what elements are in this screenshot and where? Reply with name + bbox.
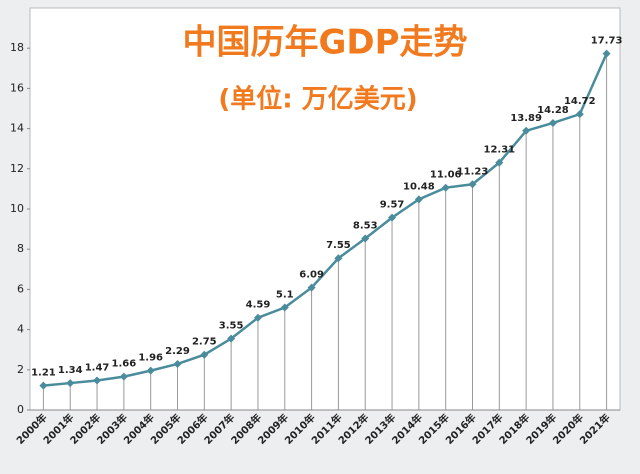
value-label: 5.1: [276, 289, 294, 300]
x-tick-label: 2021年: [577, 411, 613, 447]
marker: [334, 254, 343, 263]
y-tick-label: 4: [17, 323, 24, 336]
value-label: 1.21: [31, 368, 56, 379]
y-tick-label: 6: [17, 282, 24, 295]
marker: [388, 213, 397, 222]
marker: [307, 283, 316, 292]
chart-subtitle: (单位: 万亿美元): [218, 84, 417, 115]
data-line: [43, 53, 608, 387]
marker: [414, 195, 423, 204]
marker: [173, 359, 182, 368]
marker: [468, 180, 477, 189]
y-tick-label: 0: [17, 403, 24, 416]
y-tick-label: 14: [10, 122, 24, 135]
y-tick-label: 2: [17, 363, 24, 376]
value-label: 3.55: [219, 321, 244, 332]
value-label: 1.34: [58, 365, 83, 376]
marker: [200, 350, 209, 359]
marker: [495, 158, 504, 167]
marker: [280, 303, 289, 312]
chart-title: 中国历年GDP走势: [182, 23, 467, 63]
marker: [361, 234, 370, 243]
y-tick-label: 18: [10, 41, 24, 54]
y-tick-label: 12: [10, 162, 24, 175]
value-label: 17.73: [591, 36, 623, 47]
value-label: 10.48: [403, 181, 435, 192]
marker: [602, 49, 611, 58]
value-label: 11.06: [430, 170, 462, 181]
marker: [119, 372, 128, 381]
value-label: 1.96: [138, 353, 163, 364]
value-label: 1.47: [85, 362, 110, 373]
marker: [66, 379, 75, 388]
marker: [522, 126, 531, 135]
marker: [39, 381, 48, 390]
y-tick-label: 8: [17, 242, 24, 255]
value-label: 4.59: [246, 300, 271, 311]
value-label: 14.72: [564, 96, 596, 107]
marker: [146, 366, 155, 375]
value-label: 8.53: [353, 221, 378, 232]
value-label: 2.75: [192, 337, 217, 348]
value-label: 1.66: [112, 359, 137, 370]
value-label: 11.23: [457, 166, 489, 177]
value-label: 9.57: [380, 200, 405, 211]
marker: [441, 183, 450, 192]
value-label: 12.31: [483, 145, 515, 156]
plot-area: [29, 7, 621, 411]
y-tick-label: 16: [10, 81, 24, 94]
marker: [93, 376, 102, 385]
y-tick-label: 10: [10, 202, 24, 215]
value-label: 13.89: [510, 113, 542, 124]
marker: [575, 110, 584, 119]
value-label: 14.28: [537, 105, 569, 116]
marker: [253, 313, 262, 322]
value-label: 6.09: [299, 270, 324, 281]
value-label: 2.29: [165, 346, 190, 357]
value-label: 7.55: [326, 240, 351, 251]
marker: [227, 334, 236, 343]
marker: [548, 118, 557, 127]
